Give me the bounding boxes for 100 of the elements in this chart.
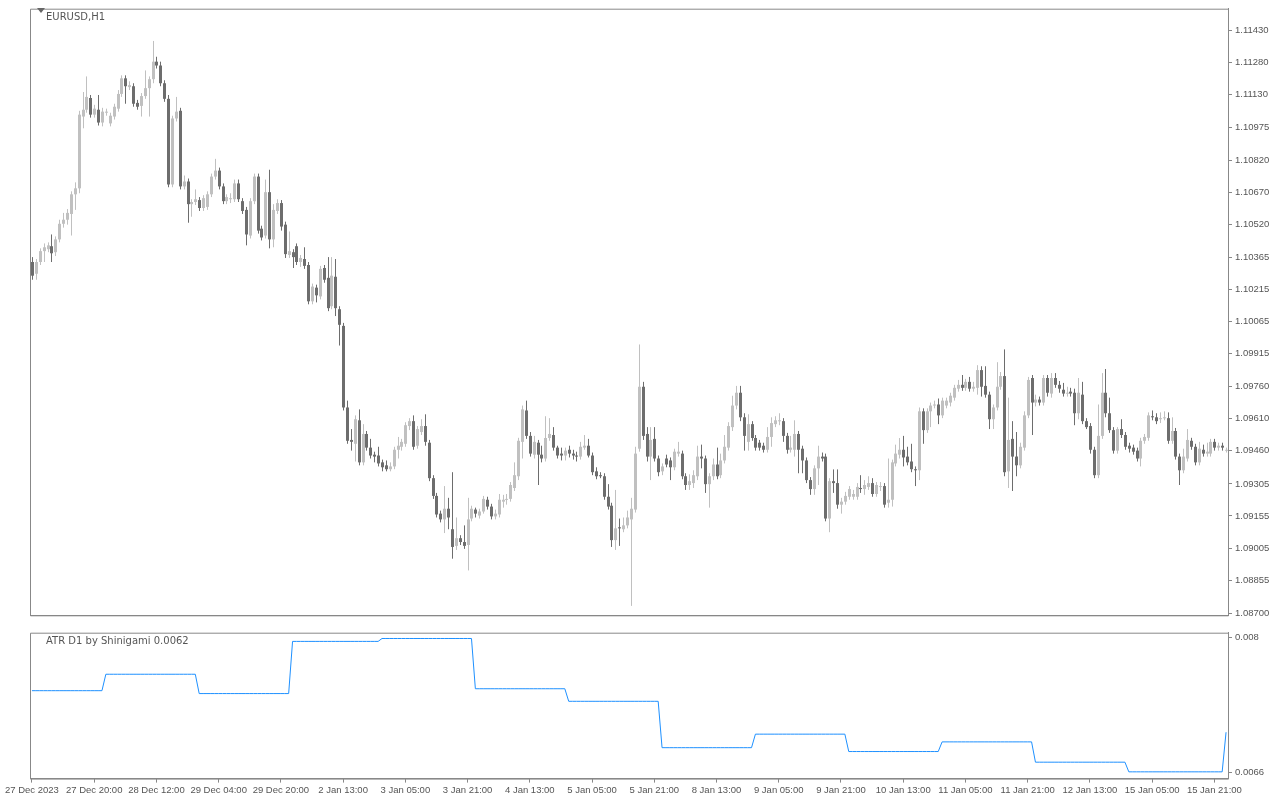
candlestick [1198, 441, 1201, 466]
candlestick [237, 179, 240, 203]
candlestick [649, 426, 652, 481]
candlestick [984, 365, 987, 399]
x-tick-label: 4 Jan 13:00 [504, 783, 555, 795]
candlestick [1108, 397, 1111, 434]
candlestick [770, 416, 773, 448]
x-tick-label: 28 Dec 12:00 [128, 783, 185, 795]
x-tick-label: 15 Jan 05:00 [1124, 783, 1180, 795]
candlestick [871, 477, 874, 498]
candlestick [424, 413, 427, 447]
candlestick [443, 485, 446, 534]
y-tick-label: 0.0066 [1235, 766, 1265, 778]
x-tick-label: 3 Jan 05:00 [380, 783, 431, 795]
candlestick [1015, 431, 1018, 477]
candlestick [455, 516, 458, 551]
candlestick [35, 258, 38, 281]
candlestick [214, 158, 217, 181]
candlestick [1112, 426, 1115, 455]
candlestick [782, 417, 785, 443]
y-tick-label: 1.09460 [1235, 444, 1270, 456]
x-tick-label: 11 Jan 21:00 [1000, 783, 1055, 795]
candlestick [1073, 388, 1076, 426]
candlestick [883, 482, 886, 509]
candlestick [552, 426, 555, 452]
x-tick-label: 12 Jan 13:00 [1062, 783, 1118, 795]
candlestick [832, 468, 835, 494]
x-tick-label: 9 Jan 05:00 [753, 783, 804, 795]
candlestick [712, 458, 715, 481]
candlestick [805, 456, 808, 484]
x-tick-label: 29 Dec 04:00 [190, 783, 247, 795]
candlestick [653, 426, 656, 463]
x-tick-label: 15 Jan 21:00 [1186, 783, 1242, 795]
candlestick [887, 458, 890, 509]
candlestick [914, 465, 917, 487]
y-tick-label: 0.008 [1235, 631, 1259, 643]
y-tick-label: 1.10065 [1235, 315, 1270, 327]
candlestick [529, 431, 532, 458]
candlestick [311, 283, 314, 305]
candlestick [548, 417, 551, 442]
candlestick [1178, 453, 1181, 486]
y-tick-label: 1.10520 [1235, 218, 1270, 230]
x-tick-label: 27 Dec 20:00 [65, 783, 123, 795]
candlestick [941, 397, 944, 419]
y-tick-label: 1.10215 [1235, 283, 1270, 295]
candlestick [673, 448, 676, 471]
x-tick-label: 2 Jan 13:00 [318, 783, 368, 795]
y-tick-label: 1.09915 [1235, 347, 1270, 359]
candlestick [1147, 411, 1150, 442]
candlestick [797, 430, 800, 474]
candlestick [708, 472, 711, 509]
candlestick [614, 489, 617, 551]
candlestick [716, 447, 719, 480]
y-tick-label: 1.11430 [1235, 23, 1269, 35]
candlestick [910, 443, 913, 473]
y-tick-label: 1.09155 [1235, 509, 1270, 521]
candlestick [743, 412, 746, 452]
candlestick [591, 452, 594, 476]
candlestick [533, 435, 536, 460]
candlestick [1194, 443, 1197, 466]
candlestick [447, 497, 450, 530]
y-tick-label: 1.10820 [1235, 153, 1270, 165]
candlestick [505, 493, 508, 506]
candlestick [980, 365, 983, 398]
candlestick [700, 444, 703, 469]
candlestick [669, 456, 672, 481]
candlestick [393, 446, 396, 470]
candlestick [793, 419, 796, 458]
candlestick [1077, 377, 1080, 420]
candlestick [74, 181, 77, 211]
candlestick [338, 305, 341, 347]
candlestick [1116, 426, 1119, 455]
candlestick [54, 235, 57, 257]
x-tick-label: 27 Dec 2023 [5, 783, 59, 795]
y-tick-label: 1.09610 [1235, 412, 1270, 424]
candlestick [926, 407, 929, 434]
candlestick [603, 472, 606, 501]
candlestick [696, 445, 699, 481]
candlestick [1171, 416, 1174, 445]
y-tick-label: 1.09760 [1235, 380, 1270, 392]
chart-title: EURUSD,H1 [46, 11, 106, 23]
candlestick [922, 407, 925, 445]
candlestick [70, 190, 73, 237]
candlestick [735, 385, 738, 410]
candlestick [404, 421, 407, 448]
candlestick [89, 94, 92, 119]
candlestick [1167, 411, 1170, 445]
y-tick-label: 1.11280 [1235, 55, 1269, 67]
candlestick [206, 190, 209, 211]
x-tick-label: 11 Jan 05:00 [938, 783, 993, 795]
y-tick-label: 1.11130 [1235, 87, 1268, 99]
candlestick [544, 415, 547, 463]
candlestick [1089, 422, 1092, 455]
candlestick [365, 430, 368, 452]
candlestick [31, 256, 34, 281]
candlestick [766, 426, 769, 454]
y-tick-label: 1.09305 [1235, 477, 1270, 489]
x-tick-label: 10 Jan 13:00 [875, 783, 931, 795]
candlestick [778, 412, 781, 426]
candlestick [992, 403, 995, 430]
